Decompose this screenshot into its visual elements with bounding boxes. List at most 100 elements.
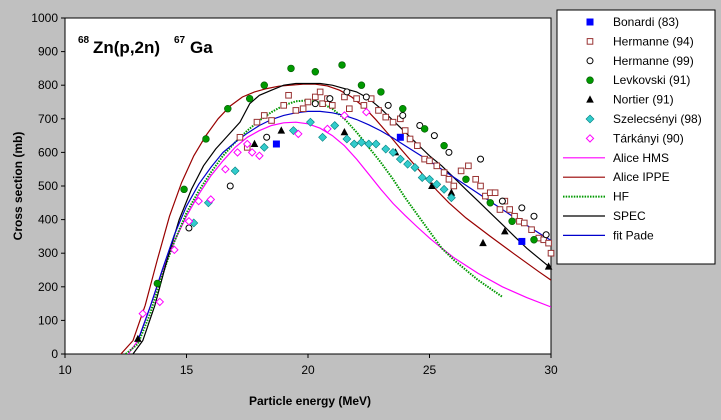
legend-label-spec: SPEC	[613, 209, 646, 223]
point-nortier-91	[428, 181, 436, 189]
point-hermanne-99	[226, 182, 234, 190]
y-tick-label: 1000	[31, 11, 58, 25]
legend-label-fit-pade: fit Pade	[613, 228, 654, 242]
point-t-rk-nyi-90	[138, 309, 148, 318]
point-nortier-91	[544, 262, 553, 270]
point-hermanne-94	[319, 100, 326, 107]
point-hermanne-94	[311, 93, 319, 101]
point-levkovski-91	[357, 81, 366, 89]
point-szelecs-nyi-98	[417, 173, 427, 183]
point-nortier-91	[479, 238, 487, 247]
point-levkovski-91	[245, 94, 254, 103]
legend-marker-hermanne-94	[586, 38, 594, 45]
legend-marker-t-rk-nyi-90	[585, 134, 595, 143]
legend: Bonardi (83) Hermanne (94) Hermanne (99) Le…	[563, 15, 702, 242]
legend-label-levkovski-91: Levkovski (91)	[613, 73, 690, 87]
point-hermanne-94	[545, 239, 552, 247]
legend-box	[556, 9, 716, 265]
x-axis-title: Particle energy (MeV)	[249, 394, 371, 408]
point-t-rk-nyi-90	[242, 139, 252, 149]
y-tick-label: 400	[38, 213, 58, 227]
point-hermanne-94	[375, 107, 382, 114]
y-tick-label: 500	[38, 179, 58, 193]
point-levkovski-91	[486, 199, 494, 207]
point-hermanne-94	[253, 118, 261, 126]
point-hermanne-94	[329, 102, 336, 109]
point-hermanne-94	[477, 182, 484, 190]
point-szelecs-nyi-98	[388, 147, 398, 157]
point-hermanne-94	[236, 133, 244, 141]
point-levkovski-91	[530, 236, 538, 244]
point-szelecs-nyi-98	[446, 193, 456, 203]
point-levkovski-91	[508, 217, 516, 225]
point-levkovski-91	[462, 175, 470, 183]
point-hermanne-99	[311, 100, 319, 108]
y-tick-label: 200	[38, 280, 58, 294]
point-levkovski-91	[377, 88, 385, 96]
point-t-rk-nyi-90	[206, 195, 216, 204]
point-hermanne-94	[433, 162, 441, 170]
point-t-rk-nyi-90	[362, 107, 371, 117]
point-szelecs-nyi-98	[306, 117, 315, 127]
point-t-rk-nyi-90	[255, 151, 264, 161]
y-tick-label: 300	[38, 246, 58, 260]
point-hermanne-99	[326, 95, 334, 103]
y-tick-label: 800	[38, 78, 58, 92]
point-t-rk-nyi-90	[293, 129, 303, 139]
legend-label-hermanne-99: Hermanne (99)	[613, 54, 694, 68]
plot-area	[64, 17, 552, 355]
y-tick-label: 100	[38, 313, 58, 327]
point-hermanne-99	[362, 93, 370, 101]
point-hermanne-99	[343, 88, 351, 96]
legend-marker-nortier-91	[586, 95, 594, 103]
point-hermanne-99	[185, 224, 193, 232]
curve-spec	[132, 82, 551, 354]
point-hermanne-94	[472, 175, 479, 183]
point-hermanne-99	[384, 101, 392, 109]
point-hermanne-94	[268, 117, 275, 124]
point-hermanne-94	[299, 105, 307, 113]
y-tick-label: 900	[38, 45, 58, 59]
point-szelecs-nyi-98	[371, 139, 381, 149]
point-levkovski-91	[440, 141, 448, 150]
point-hermanne-99	[477, 155, 485, 163]
point-hermanne-99	[498, 197, 506, 205]
point-hermanne-94	[285, 91, 292, 99]
point-hermanne-94	[506, 206, 513, 213]
point-t-rk-nyi-90	[247, 148, 257, 157]
point-hermanne-94	[406, 135, 414, 143]
point-hermanne-94	[457, 167, 465, 175]
point-hermanne-94	[491, 189, 499, 197]
x-tick-label: 30	[544, 363, 558, 377]
point-levkovski-91	[202, 135, 210, 143]
point-nortier-91	[340, 128, 349, 136]
point-levkovski-91	[420, 125, 429, 133]
point-bonardi-83	[272, 140, 280, 148]
point-hermanne-94	[520, 219, 528, 227]
y-tick-label: 600	[38, 145, 58, 159]
point-t-rk-nyi-90	[155, 297, 165, 307]
point-szelecs-nyi-98	[439, 184, 449, 194]
point-levkovski-91	[287, 64, 295, 73]
point-hermanne-94	[360, 102, 368, 109]
legend-label-alice-hms: Alice HMS	[613, 151, 669, 165]
point-hermanne-99	[399, 111, 407, 119]
point-szelecs-nyi-98	[349, 139, 359, 149]
legend-marker-levkovski-91	[586, 76, 594, 84]
point-hermanne-94	[445, 175, 453, 183]
point-hermanne-94	[316, 88, 324, 96]
curve-alice-hms	[127, 121, 551, 354]
point-t-rk-nyi-90	[340, 111, 349, 120]
point-hermanne-99	[542, 231, 550, 239]
title-superscript-1: 68	[78, 35, 90, 46]
point-szelecs-nyi-98	[410, 163, 420, 172]
point-szelecs-nyi-98	[230, 166, 240, 176]
point-t-rk-nyi-90	[221, 164, 230, 174]
point-szelecs-nyi-98	[425, 174, 434, 184]
legend-label-nortier-91: Nortier (91)	[613, 93, 674, 107]
point-hermanne-94	[440, 169, 448, 176]
point-hermanne-94	[353, 95, 360, 102]
x-tick-label: 10	[58, 363, 72, 377]
curve-hf	[125, 99, 503, 354]
point-t-rk-nyi-90	[233, 148, 242, 157]
